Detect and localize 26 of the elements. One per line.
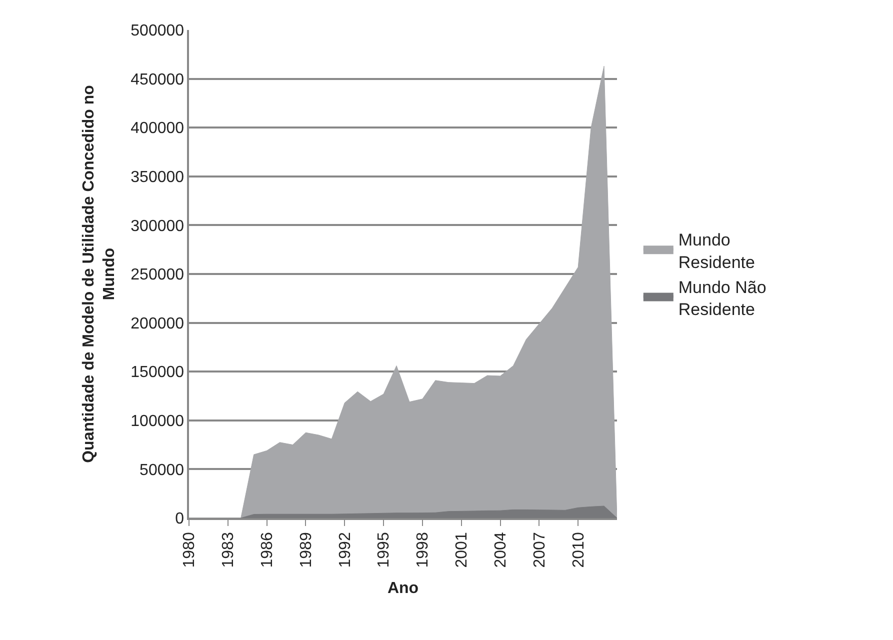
y-tick-label: 450000 [130,71,184,88]
x-tick-label: 1995 [376,532,393,568]
x-tick-label: 1992 [336,532,354,568]
y-tick-label: 300000 [130,218,184,235]
x-tick-label: 1980 [181,532,198,568]
y-tick-label: 400000 [130,120,184,138]
y-tick-label: 350000 [130,169,184,186]
y-tick-label: 250000 [130,266,184,284]
x-tick-label: 2010 [570,532,588,568]
legend-label: Mundo Não Residente [678,278,766,319]
x-tick-label: 1998 [414,532,432,568]
x-tick-label: 1986 [259,532,276,568]
y-tick-label: 150000 [130,364,184,382]
legend-label: Mundo Residente [678,230,755,272]
x-tick-label: 1983 [220,532,238,568]
y-tick-label: 0 [175,510,184,528]
y-tick-label: 200000 [130,315,184,332]
y-tick-label: 100000 [130,413,184,430]
x-tick-label: 1989 [298,532,315,568]
x-tick-label: 2007 [531,532,548,568]
x-tick-label: 2004 [492,532,510,568]
x-tick-label: 2001 [454,532,471,568]
x-axis-title: Ano [387,580,419,597]
y-tick-label: 500000 [130,22,184,40]
y-tick-label: 50000 [140,462,184,479]
y-axis-title: Quantidade de Modelo de Utilidade Concedido no Mundo [80,84,118,463]
